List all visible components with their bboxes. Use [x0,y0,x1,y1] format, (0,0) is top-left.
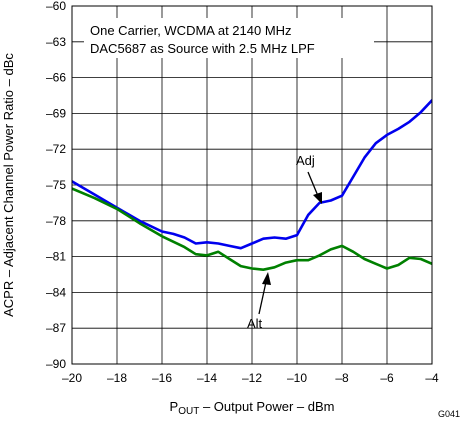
x-tick-labels: –20 –18 –16 –14 –12 –10 –8 –6 –4 [62,371,439,385]
x-tick-label: –6 [380,371,394,385]
adj-series-line [72,99,432,250]
plot-frame [71,5,433,365]
alt-label: Alt [247,316,263,331]
x-axis-title-sub: OUT [178,406,199,417]
y-axis-title: ACPR – Adjacent Channel Power Ratio – dB… [1,53,16,317]
y-tick-label: –90 [46,357,66,371]
y-tick-labels: –60 –63 –66 –69 –72 –75 –78 –81 –84 –87 –90 [46,0,66,371]
x-tick-label: –12 [242,371,262,385]
annotation-line-1: One Carrier, WCDMA at 2140 MHz [90,23,292,38]
x-tick-label: –20 [62,371,82,385]
y-tick-label: –87 [46,321,66,335]
adj-arrow [307,171,322,204]
x-tick-label: –16 [152,371,172,385]
alt-arrow [258,272,271,315]
annotation-line-2: DAC5687 as Source with 2.5 MHz LPF [90,41,315,56]
annotation-backdrop [84,18,374,58]
series-group [72,99,432,272]
y-tick-label: –60 [46,0,66,13]
x-tick-label: –10 [287,371,307,385]
x-tick-label: –18 [107,371,127,385]
y-tick-label: –63 [46,35,66,49]
alt-series-line [72,187,432,272]
y-tick-label: –81 [46,250,66,264]
y-tick-label: –75 [46,178,66,192]
adj-label: Adj [296,153,315,168]
x-axis-title-main: P [170,399,179,414]
y-tick-label: –84 [46,285,66,299]
y-tick-label: –78 [46,214,66,228]
x-axis-title-rest: – Output Power – dBm [199,399,334,414]
x-tick-label: –14 [197,371,217,385]
x-tick-label: –8 [335,371,349,385]
y-tick-label: –72 [46,142,66,156]
y-tick-label: –69 [46,106,66,120]
x-axis-title: POUT – Output Power – dBm [170,399,335,417]
figure-id: G041 [438,409,460,419]
grid [71,5,433,365]
x-tick-label: –4 [425,371,439,385]
y-tick-label: –66 [46,71,66,85]
